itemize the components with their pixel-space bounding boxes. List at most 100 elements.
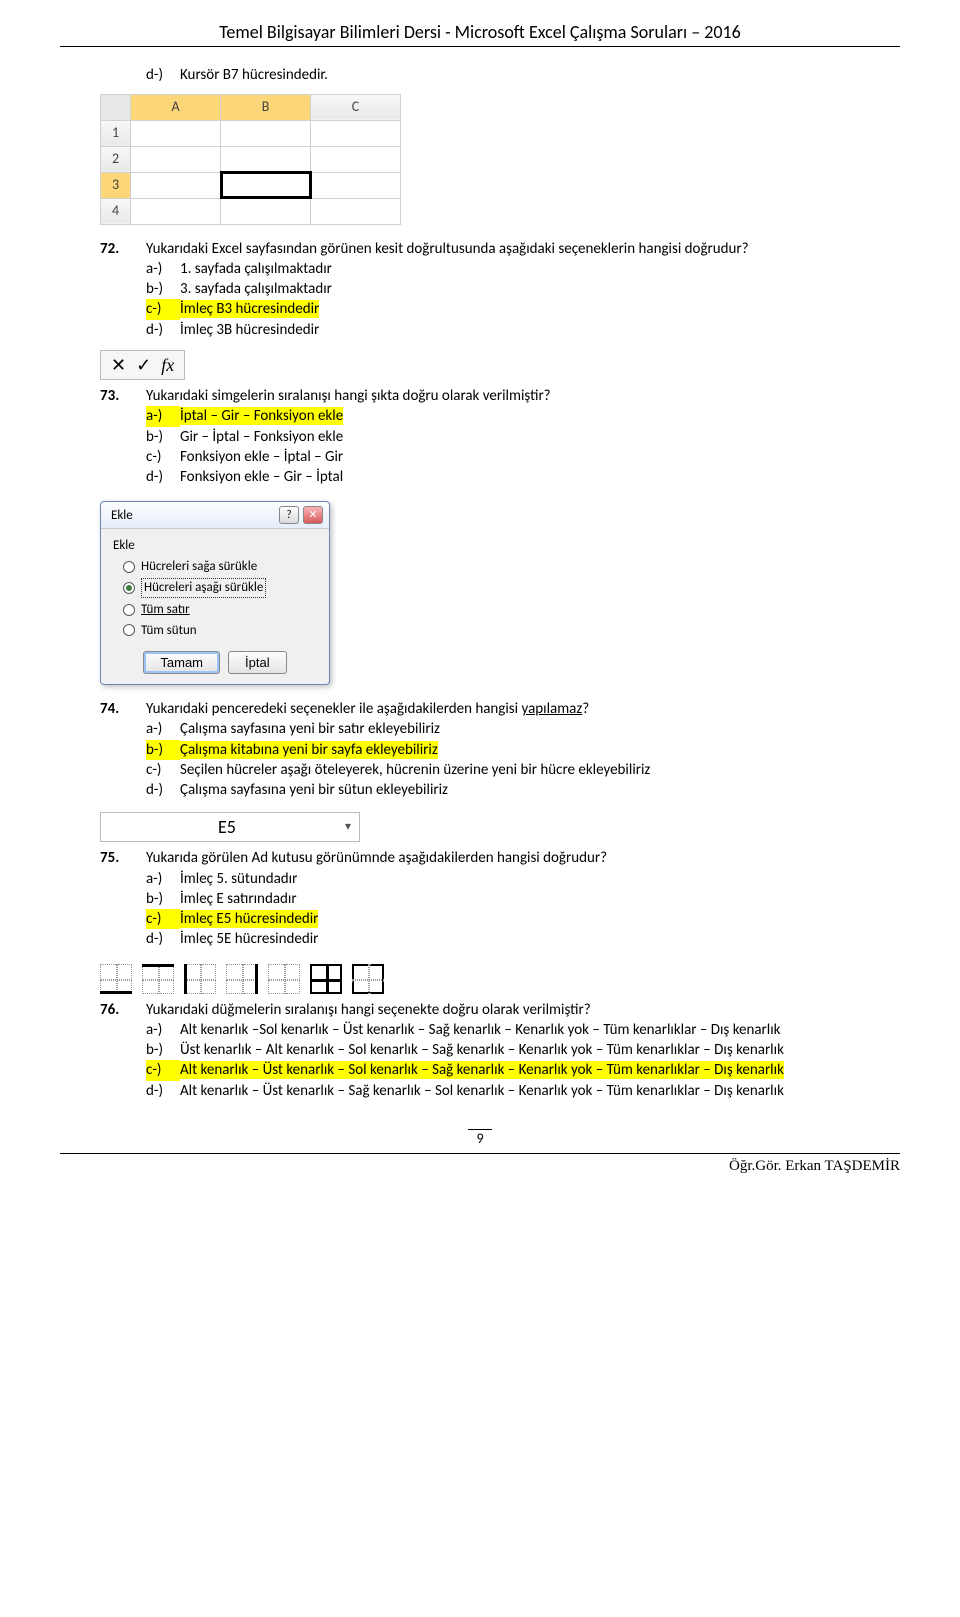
highlighted-option: a-)İptal – Gir – Fonksiyon ekle (100, 406, 900, 426)
dropdown-icon: ▾ (345, 819, 351, 835)
question-76: 76. Yukarıdaki düğmelerin sıralanışı han… (100, 1000, 900, 1020)
name-box-value: E5 (109, 815, 345, 839)
option-label: d-) (146, 320, 180, 340)
question-number: 75. (100, 848, 146, 868)
border-all-icon (310, 964, 342, 994)
border-left-icon (184, 964, 216, 994)
option-text: İmleç 3B hücresindedir (180, 320, 900, 340)
page-header: Temel Bilgisayar Bilimleri Dersi - Micro… (60, 20, 900, 47)
radio-option[interactable]: Hücreleri sağa sürükle (123, 558, 317, 576)
option-label: a-) (146, 869, 180, 889)
dialog-titlebar: Ekle ? ✕ (101, 502, 329, 529)
question-text: Yukarıdaki Excel sayfasından görünen kes… (146, 239, 900, 259)
row-header: 3 (101, 172, 131, 198)
question-text: Yukarıda görülen Ad kutusu görünümnde aş… (146, 848, 900, 868)
grid-corner (101, 94, 131, 120)
cancel-icon: ✕ (111, 353, 126, 377)
radio-label: Hücreleri sağa sürükle (141, 558, 257, 576)
option-text: Fonksiyon ekle – Gir – İptal (180, 467, 900, 487)
option-text: Seçilen hücreler aşağı öteleyerek, hücre… (180, 760, 900, 780)
option-text: İmleç B3 hücresindedir (180, 299, 900, 319)
question-number: 73. (100, 386, 146, 406)
border-bottom-icon (100, 964, 132, 994)
question-74: 74. Yukarıdaki penceredeki seçenekler il… (100, 699, 900, 719)
option-text: Çalışma sayfasına yeni bir satır ekleyeb… (180, 719, 900, 739)
option-text: Üst kenarlık – Alt kenarlık – Sol kenarl… (180, 1040, 900, 1060)
radio-icon (123, 582, 135, 594)
intro-option-d: d-) Kursör B7 hücresindedir. (100, 65, 900, 85)
col-header: B (221, 94, 311, 120)
option-label: b-) (146, 889, 180, 909)
option-text: Fonksiyon ekle – İptal – Gir (180, 447, 900, 467)
option-label: a-) (146, 406, 180, 426)
selected-cell (221, 172, 311, 198)
row-header: 1 (101, 120, 131, 146)
option-label: b-) (146, 1040, 180, 1060)
border-top-icon (142, 964, 174, 994)
ok-button[interactable]: Tamam (143, 651, 220, 674)
name-box[interactable]: E5 ▾ (100, 812, 360, 842)
radio-label: Tüm sütun (141, 622, 197, 640)
col-header: A (131, 94, 221, 120)
option-text: İmleç 5. sütundadır (180, 869, 900, 889)
option-text: Çalışma sayfasına yeni bir sütun ekleyeb… (180, 780, 900, 800)
highlighted-option: c-)İmleç B3 hücresindedir (100, 299, 900, 319)
option-label: b-) (146, 427, 180, 447)
excel-snippet: A B C 1 2 3 4 (100, 94, 900, 225)
option-label: b-) (146, 279, 180, 299)
col-header: C (311, 94, 401, 120)
radio-icon (123, 604, 135, 616)
option-text: Alt kenarlık – Üst kenarlık – Sağ kenarl… (180, 1081, 900, 1101)
option-text: 1. sayfada çalışılmaktadır (180, 259, 900, 279)
option-label: a-) (146, 719, 180, 739)
option-label: a-) (146, 1020, 180, 1040)
radio-option[interactable]: Tüm satır (123, 601, 317, 619)
option-label: d-) (146, 780, 180, 800)
option-text: Alt kenarlık – Üst kenarlık – Sol kenarl… (180, 1060, 900, 1080)
highlighted-option: c-)Alt kenarlık – Üst kenarlık – Sol ken… (100, 1060, 900, 1080)
formula-bar-icons: ✕ ✓ fx (100, 350, 185, 380)
question-number: 74. (100, 699, 146, 719)
option-label: d-) (146, 929, 180, 949)
option-label: c-) (146, 760, 180, 780)
page-number: 9 (60, 1129, 900, 1149)
option-label: a-) (146, 259, 180, 279)
option-text: İptal – Gir – Fonksiyon ekle (180, 406, 900, 426)
dialog-title: Ekle (111, 507, 133, 525)
dialog-group-label: Ekle (113, 537, 317, 555)
radio-icon (123, 624, 135, 636)
question-number: 76. (100, 1000, 146, 1020)
option-label: d-) (146, 1081, 180, 1101)
highlighted-option: c-)İmleç E5 hücresindedir (100, 909, 900, 929)
border-icons-row (100, 964, 900, 994)
radio-label: Hücreleri aşağı sürükle (141, 578, 266, 598)
border-none-icon (268, 964, 300, 994)
question-number: 72. (100, 239, 146, 259)
option-text: İmleç E5 hücresindedir (180, 909, 900, 929)
option-text: İmleç E satırındadır (180, 889, 900, 909)
radio-label: Tüm satır (141, 601, 190, 619)
radio-option-selected[interactable]: Hücreleri aşağı sürükle (123, 578, 317, 598)
question-text: Yukarıdaki düğmelerin sıralanışı hangi s… (146, 1000, 900, 1020)
radio-option[interactable]: Tüm sütun (123, 622, 317, 640)
help-icon[interactable]: ? (279, 506, 299, 524)
option-text: İmleç 5E hücresindedir (180, 929, 900, 949)
radio-icon (123, 561, 135, 573)
question-text: Yukarıdaki penceredeki seçenekler ile aş… (146, 699, 900, 719)
cancel-button[interactable]: İptal (228, 651, 287, 674)
close-icon[interactable]: ✕ (303, 506, 323, 524)
option-text: Kursör B7 hücresindedir. (180, 65, 900, 85)
question-72: 72. Yukarıdaki Excel sayfasından görünen… (100, 239, 900, 259)
option-label: d-) (146, 467, 180, 487)
insert-dialog: Ekle ? ✕ Ekle Hücreleri sağa sürükle Hüc… (100, 501, 330, 685)
enter-icon: ✓ (136, 353, 151, 377)
question-75: 75. Yukarıda görülen Ad kutusu görünümnd… (100, 848, 900, 868)
highlighted-option: b-)Çalışma kitabına yeni bir sayfa ekley… (100, 740, 900, 760)
option-label: c-) (146, 909, 180, 929)
option-label: b-) (146, 740, 180, 760)
fx-icon: fx (161, 353, 174, 377)
option-text: Alt kenarlık –Sol kenarlık – Üst kenarlı… (180, 1020, 900, 1040)
option-text: Çalışma kitabına yeni bir sayfa ekleyebi… (180, 740, 900, 760)
footer-author: Öğr.Gör. Erkan TAŞDEMİR (60, 1153, 900, 1176)
border-outside-icon (352, 964, 384, 994)
